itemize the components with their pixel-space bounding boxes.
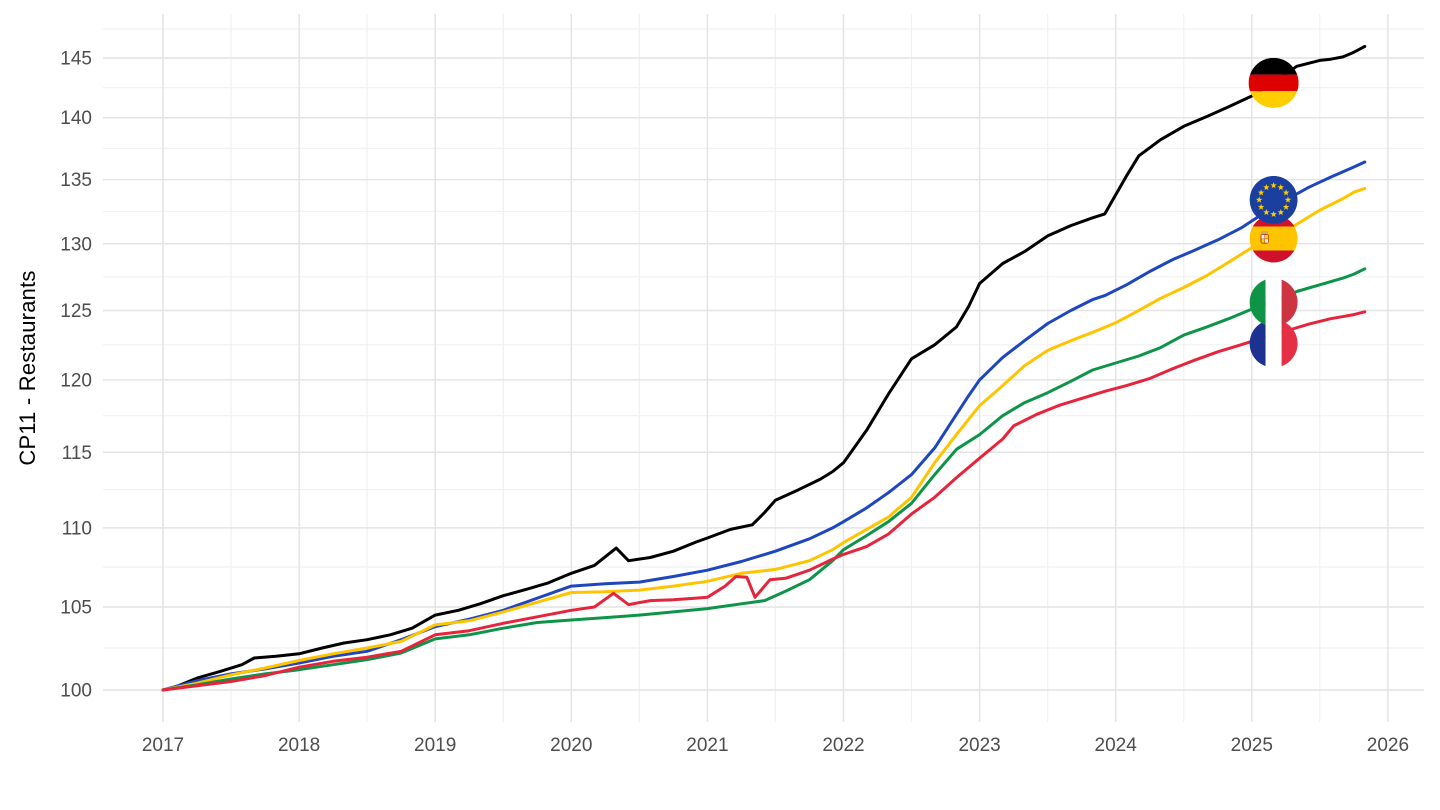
y-tick-label: 120 bbox=[60, 370, 92, 391]
x-tick-label: 2020 bbox=[550, 735, 592, 756]
y-tick-label: 135 bbox=[60, 170, 92, 191]
x-tick-label: 2022 bbox=[822, 735, 864, 756]
y-tick-label: 105 bbox=[60, 598, 92, 619]
y-tick-label: 100 bbox=[60, 681, 92, 702]
germany-flag-icon bbox=[1248, 57, 1299, 108]
italy-flag-icon bbox=[1249, 278, 1298, 327]
x-tick-label: 2023 bbox=[958, 735, 1000, 756]
x-tick-label: 2026 bbox=[1367, 735, 1409, 756]
y-axis-title: CP11 - Restaurants bbox=[15, 270, 40, 466]
x-tick-label: 2019 bbox=[414, 735, 456, 756]
eu-flag-icon bbox=[1249, 175, 1298, 224]
x-tick-label: 2024 bbox=[1095, 735, 1138, 756]
y-tick-label: 125 bbox=[60, 301, 92, 322]
series-line-eu bbox=[161, 160, 1367, 692]
y-tick-label: 130 bbox=[60, 234, 92, 255]
y-tick-label: 110 bbox=[62, 518, 92, 539]
y-tick-label: 145 bbox=[60, 49, 92, 70]
x-tick-label: 2021 bbox=[686, 735, 728, 756]
x-tick-label: 2025 bbox=[1231, 735, 1273, 756]
series-line-germany bbox=[161, 44, 1367, 692]
series-line-spain bbox=[161, 186, 1367, 692]
x-tick-label: 2017 bbox=[142, 735, 184, 756]
series-line-france bbox=[161, 310, 1367, 692]
y-tick-label: 140 bbox=[60, 108, 92, 129]
series-line-italy bbox=[161, 267, 1367, 692]
france-flag-icon bbox=[1249, 319, 1298, 368]
y-tick-label: 115 bbox=[62, 443, 92, 464]
x-tick-label: 2018 bbox=[278, 735, 320, 756]
